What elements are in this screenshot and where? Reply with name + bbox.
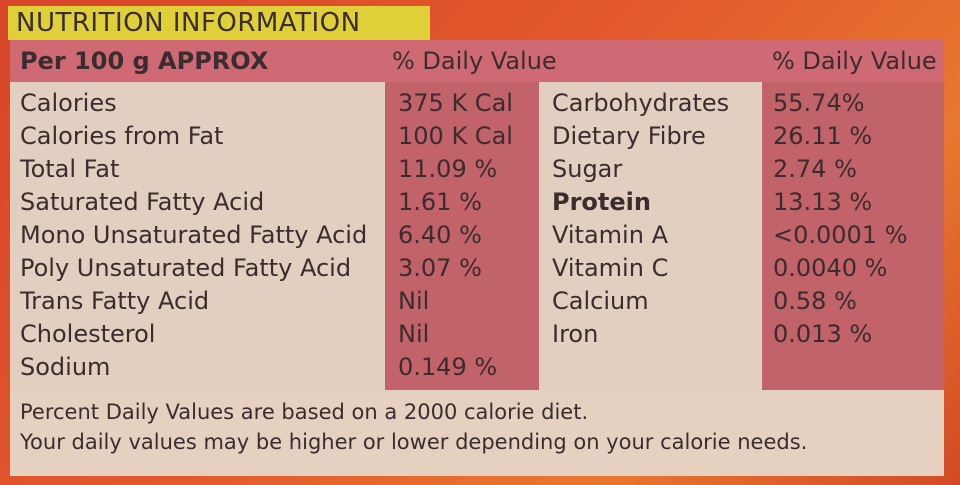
nutrient-name: Saturated Fatty Acid: [20, 188, 265, 216]
nutrient-name: Iron: [552, 320, 599, 348]
nutrient-value: 1.61 %: [398, 188, 482, 216]
nutrient-name: Sugar: [552, 155, 623, 183]
footer-line-2: Your daily values may be higher or lower…: [20, 430, 808, 454]
daily-value-header-left: % Daily Value: [392, 47, 557, 75]
right-value-band: [762, 82, 944, 390]
left-value-band: [385, 82, 539, 390]
nutrient-name: Total Fat: [20, 155, 120, 183]
nutrition-title: NUTRITION INFORMATION: [8, 6, 430, 40]
nutrient-name: Calories from Fat: [20, 122, 224, 150]
nutrition-panel: Per 100 g APPROX % Daily Value % Daily V…: [10, 40, 944, 476]
nutrient-name: Calcium: [552, 287, 649, 315]
nutrient-value: 13.13 %: [773, 188, 873, 216]
nutrient-name: Poly Unsaturated Fatty Acid: [20, 254, 352, 282]
nutrient-name: Sodium: [20, 353, 111, 381]
daily-value-header-right: % Daily Value: [772, 47, 937, 75]
nutrient-value: 0.0040 %: [773, 254, 888, 282]
nutrient-value: 0.149 %: [398, 353, 498, 381]
nutrient-name: Cholesterol: [20, 320, 156, 348]
nutrient-value: 375 K Cal: [398, 89, 513, 117]
nutrient-name: Dietary Fibre: [552, 122, 706, 150]
nutrient-name: Protein: [552, 188, 651, 216]
nutrient-name: Trans Fatty Acid: [20, 287, 210, 315]
nutrient-name: Carbohydrates: [552, 89, 730, 117]
nutrient-name: Mono Unsaturated Fatty Acid: [20, 221, 368, 249]
nutrient-value: Nil: [398, 320, 430, 348]
footer-line-1: Percent Daily Values are based on a 2000…: [20, 400, 589, 424]
nutrient-value: 2.74 %: [773, 155, 857, 183]
nutrient-value: Nil: [398, 287, 430, 315]
nutrient-value: 6.40 %: [398, 221, 482, 249]
footer-note: Percent Daily Values are based on a 2000…: [10, 392, 944, 476]
nutrient-name: Calories: [20, 89, 117, 117]
nutrient-value: 0.013 %: [773, 320, 873, 348]
header-row: Per 100 g APPROX % Daily Value % Daily V…: [10, 40, 944, 82]
nutrient-value: 55.74%: [773, 89, 865, 117]
nutrient-name: Vitamin C: [552, 254, 669, 282]
per-100g-label: Per 100 g APPROX: [20, 47, 269, 75]
nutrient-value: <0.0001 %: [773, 221, 908, 249]
nutrient-name: Vitamin A: [552, 221, 668, 249]
nutrient-value: 26.11 %: [773, 122, 873, 150]
nutrient-value: 100 K Cal: [398, 122, 513, 150]
nutrient-value: 3.07 %: [398, 254, 482, 282]
nutrient-value: 11.09 %: [398, 155, 498, 183]
nutrient-value: 0.58 %: [773, 287, 857, 315]
